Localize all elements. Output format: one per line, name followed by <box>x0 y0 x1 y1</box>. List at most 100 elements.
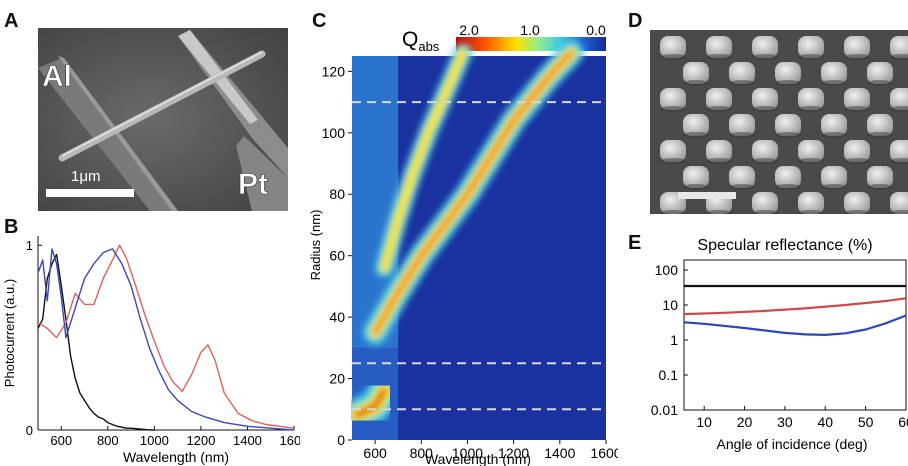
nanopillar-shadow <box>683 184 709 190</box>
nanopillar <box>844 140 870 162</box>
c-resonance-band-0 <box>340 374 401 432</box>
nanopillar-shadow <box>890 158 908 164</box>
c-xtick-label: 1200 <box>498 445 529 461</box>
nanopillar-shadow <box>775 80 801 86</box>
c-xtick-label: 600 <box>363 445 387 461</box>
nanopillar <box>844 192 870 214</box>
nanopillar <box>752 140 778 162</box>
nanopillar-shadow <box>821 184 847 190</box>
nanopillar <box>729 62 755 84</box>
c-qabs-subscript: abs <box>418 39 439 54</box>
c-ytick-label: 60 <box>329 248 345 264</box>
nanopillar-shadow <box>821 80 847 86</box>
nanopillar-shadow <box>706 54 732 60</box>
nanopillar-shadow <box>683 80 709 86</box>
nanopillar <box>706 140 732 162</box>
b-xtick-label: 600 <box>50 433 72 448</box>
c-colorbar-tick: 0.0 <box>586 22 606 38</box>
nanopillar-shadow <box>752 210 778 214</box>
b-xtick-label: 1200 <box>186 433 215 448</box>
nanopillar <box>706 36 732 58</box>
nanopillar <box>798 140 824 162</box>
e-series-line-1 <box>683 297 907 316</box>
nanopillar-shadow <box>752 54 778 60</box>
al-label: Al <box>42 60 72 93</box>
e-xtick-label: 60 <box>898 414 908 430</box>
nanopillar <box>867 114 893 136</box>
scale-bar-label: 1μm <box>71 168 100 185</box>
c-resonance-band-1 <box>362 40 584 345</box>
nanopillar-shadow <box>706 210 732 214</box>
c-colorbar-tick: 2.0 <box>459 22 479 38</box>
nanopillar-shadow <box>867 184 893 190</box>
nanopillar-array <box>660 36 908 214</box>
pt-label: Pt <box>238 168 268 201</box>
nanopillar <box>660 88 686 110</box>
nanopillar-shadow <box>752 106 778 112</box>
nanopillar <box>775 62 801 84</box>
nanopillar-shadow <box>706 158 732 164</box>
nanopillar-shadow <box>844 106 870 112</box>
nanopillar <box>844 36 870 58</box>
nanopillar <box>729 166 755 188</box>
panel-label-b: B <box>4 216 19 238</box>
c-ytick-label: 40 <box>329 309 345 325</box>
nanopillar-shadow <box>867 80 893 86</box>
nanopillar <box>660 36 686 58</box>
nanopillar <box>867 62 893 84</box>
nanopillar <box>890 36 908 58</box>
nanopillar-shadow <box>867 132 893 138</box>
nanopillar <box>752 36 778 58</box>
nanopillar <box>683 114 709 136</box>
nanopillar <box>821 114 847 136</box>
nanopillar-shadow <box>798 210 824 214</box>
nanopillar <box>844 88 870 110</box>
axes-b <box>37 236 294 431</box>
nanopillar <box>821 166 847 188</box>
c-ytick-label: 20 <box>329 371 345 387</box>
e-xtick-label: 20 <box>737 414 753 430</box>
e-series-line-2 <box>683 314 907 337</box>
c-ylabel: Radius (nm) <box>308 210 323 281</box>
nanopillar-shadow <box>798 54 824 60</box>
c-ytick-label: 120 <box>322 63 346 79</box>
nanopillar <box>890 88 908 110</box>
c-xtick-label: 1600 <box>590 445 618 461</box>
nanopillar <box>706 88 732 110</box>
nanopillar <box>775 114 801 136</box>
c-band-layer <box>381 49 467 272</box>
panel-e-reflectance-chart: Specular reflectance (%) 10 20 30 40 50 60 0.… <box>651 237 908 452</box>
c-band-layer <box>372 50 574 335</box>
b-xtick-label: 1600 <box>280 433 300 448</box>
nanopillar-shadow <box>729 80 755 86</box>
b-xtick-label: 1400 <box>233 433 262 448</box>
panel-d-sem-image <box>650 30 908 214</box>
nanopillar-shadow <box>890 106 908 112</box>
panel-label-e: E <box>628 232 642 254</box>
nanopillar-shadow <box>890 210 908 214</box>
nanopillar-shadow <box>844 54 870 60</box>
e-xtick-label: 30 <box>777 414 793 430</box>
c-xtick-label: 1000 <box>452 445 483 461</box>
c-xtick-label: 800 <box>410 445 434 461</box>
b-series-line-1 <box>37 244 295 429</box>
c-qabs-title: Qabs <box>402 28 440 54</box>
b-ytick-label: 1 <box>26 238 33 253</box>
panel-b-photocurrent-chart: 600 800 1000 1200 1400 1600 0 1 Photocurrent (… <box>2 236 300 465</box>
nanopillar-shadow <box>660 54 686 60</box>
e-xtick-label: 50 <box>858 414 874 430</box>
b-xlabel: Wavelength (nm) <box>123 449 229 465</box>
e-ytick-label: 1 <box>670 332 678 348</box>
nanopillar-shadow <box>729 132 755 138</box>
e-xtick-label: 40 <box>817 414 833 430</box>
b-series-line-2 <box>37 248 295 431</box>
nanopillar-shadow <box>775 184 801 190</box>
nanopillar <box>890 192 908 214</box>
nanopillar-shadow <box>706 106 732 112</box>
nanopillar-shadow <box>660 106 686 112</box>
axes-e <box>683 259 907 411</box>
c-band-layer <box>355 389 386 417</box>
b-ylabel: Photocurrent (a.u.) <box>2 279 17 387</box>
nanopillar <box>683 62 709 84</box>
e-title: Specular reflectance (%) <box>697 237 872 254</box>
